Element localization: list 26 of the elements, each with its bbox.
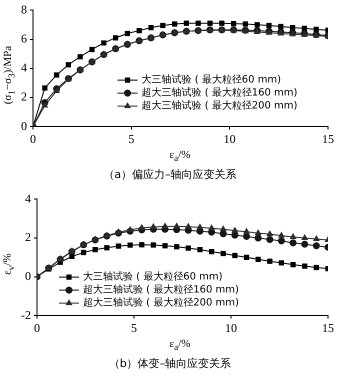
x-tick-label: 10 [225,320,237,335]
y-tick-label: -2 [20,308,31,322]
y-tick-label: 2 [21,90,27,104]
y-tick-label: 0 [21,118,27,133]
x-axis-title: ε$_{a}$/% [168,149,192,164]
y-tick-label: 8 [21,2,27,16]
x-tick-label: 10 [224,132,236,146]
legend-label: 超大三轴试验 ( 最大粒径200 mm) [82,296,240,309]
y-tick-label: 6 [21,31,27,46]
text: （a）偏应力–轴向应变关系 [102,167,238,182]
legend-label: 超大三轴试验 ( 最大粒径160 mm) [142,86,298,99]
x-tick-label: 5 [130,320,137,335]
y-tick-label: 4 [24,191,31,206]
text: （b）体变–轴向应变关系 [108,356,232,371]
x-tick-label: 15 [322,320,334,335]
y-tick-label: 2 [24,230,31,244]
y-tick-label: 0 [24,268,31,283]
legend-label: 大三轴试验 ( 最大粒径60 mm) [82,270,223,283]
y-tick-label: 4 [21,60,27,75]
legend-label: 超大三轴试验 ( 最大粒径200 mm) [142,100,298,112]
legend-label: 大三轴试验 ( 最大粒径60 mm) [142,74,282,86]
x-tick-label: 0 [34,320,40,335]
x-tick-label: 15 [322,132,334,146]
x-axis-title: ε$_{a}$/% [168,338,192,352]
x-tick-label: 5 [128,132,134,146]
legend-label: 超大三轴试验 ( 最大粒径160 mm) [82,284,240,296]
